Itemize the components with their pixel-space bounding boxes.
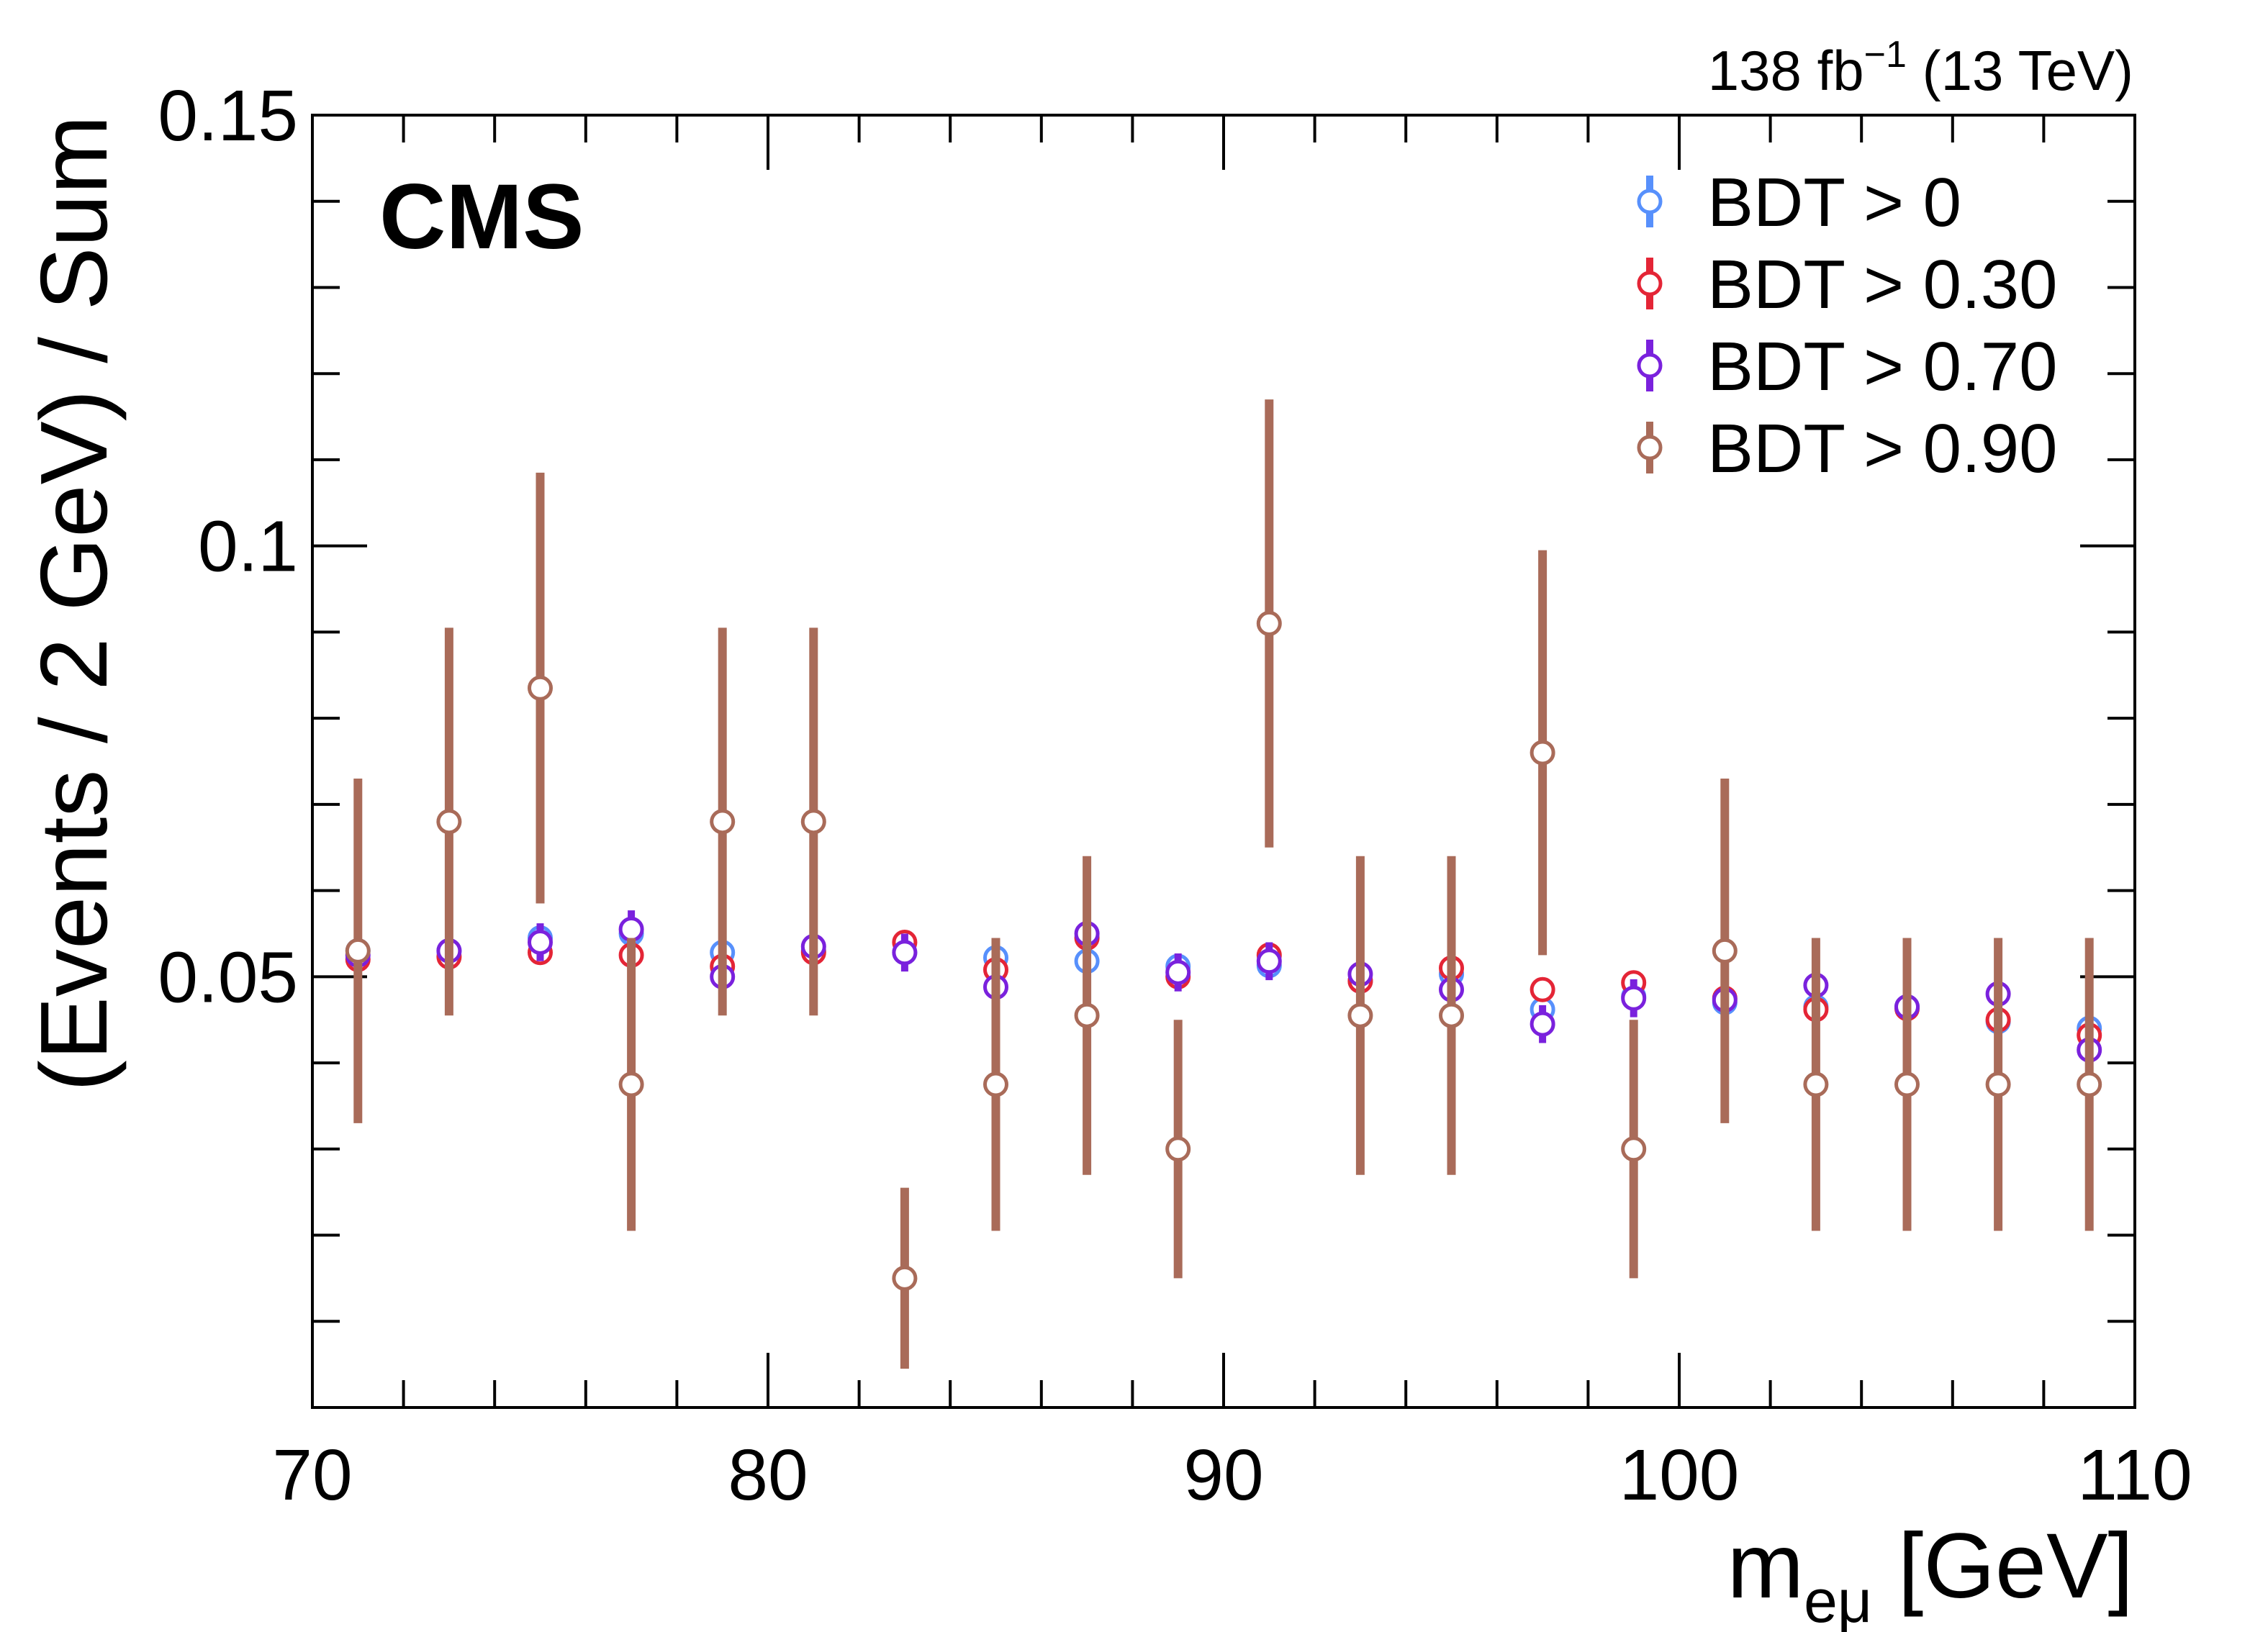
legend-entry: BDT > 0	[1637, 164, 1961, 241]
luminosity-energy: (13 TeV)	[1907, 39, 2133, 102]
data-point	[1985, 1071, 2011, 1097]
y-axis-title: (Events / 2 GeV) / Sum	[21, 115, 127, 1092]
data-marks	[345, 399, 2102, 1369]
data-point	[983, 1071, 1008, 1097]
plot-frame	[311, 114, 2136, 1409]
data-point	[800, 809, 826, 835]
data-point	[1712, 938, 1738, 964]
legend-entry: BDT > 0.70	[1637, 328, 2058, 405]
legend-label: BDT > 0.90	[1707, 410, 2058, 487]
data-point	[1347, 1002, 1373, 1028]
x-tick-label: 70	[272, 1435, 352, 1515]
data-point	[618, 916, 644, 942]
x-axis-title-subscript: eμ	[1804, 1567, 1872, 1632]
data-point	[528, 929, 553, 955]
legend-label: BDT > 0.30	[1707, 246, 2058, 323]
data-point	[1530, 976, 1555, 1002]
legend-marker	[1637, 353, 1663, 378]
legend-marker	[1637, 271, 1663, 296]
legend-marker	[1637, 435, 1663, 461]
data-point	[1530, 1011, 1555, 1037]
data-point	[1074, 1002, 1100, 1028]
data-point	[618, 1071, 644, 1097]
x-axis-title: meμ [GeV]	[1727, 1515, 2133, 1632]
data-point	[1894, 1071, 1920, 1097]
data-point	[1256, 948, 1282, 974]
data-point	[892, 1265, 918, 1291]
data-point	[436, 809, 462, 835]
data-point	[710, 809, 736, 835]
x-axis-title-unit: [GeV]	[1872, 1515, 2133, 1618]
data-point	[345, 938, 371, 964]
experiment-label: CMS	[379, 166, 584, 268]
data-point	[1621, 985, 1647, 1011]
data-point	[1803, 1071, 1829, 1097]
luminosity-exponent: −1	[1864, 34, 1907, 76]
tick-labels: 70 80 90 100 110 0.05 0.1 0.15	[158, 76, 2192, 1515]
data-point	[1165, 959, 1191, 985]
x-tick-label: 80	[728, 1435, 808, 1515]
data-point	[1621, 1136, 1647, 1162]
luminosity-label: 138 fb−1 (13 TeV)	[1708, 34, 2133, 102]
legend-label: BDT > 0	[1707, 164, 1961, 241]
data-point	[1165, 1136, 1191, 1162]
data-point	[892, 940, 918, 966]
luminosity-value: 138 fb	[1708, 39, 1864, 102]
y-tick-label: 0.15	[158, 76, 298, 156]
tick-marks	[311, 114, 2136, 1407]
data-point	[2077, 1071, 2102, 1097]
x-tick-label: 100	[1619, 1435, 1740, 1515]
data-point	[528, 675, 553, 701]
data-point	[1256, 610, 1282, 636]
series-4	[345, 399, 2102, 1369]
legend-marker	[1637, 189, 1663, 214]
legend-label: BDT > 0.70	[1707, 328, 2058, 405]
legend-entry: BDT > 0.90	[1637, 410, 2058, 487]
data-point	[1530, 740, 1555, 766]
x-axis-title-main: m	[1727, 1515, 1804, 1618]
y-tick-label: 0.1	[198, 507, 298, 587]
x-tick-label: 90	[1183, 1435, 1263, 1515]
y-tick-label: 0.05	[158, 937, 298, 1017]
x-tick-label: 110	[2077, 1435, 2192, 1515]
data-point	[1439, 1002, 1464, 1028]
legend-entry: BDT > 0.30	[1637, 246, 2058, 323]
